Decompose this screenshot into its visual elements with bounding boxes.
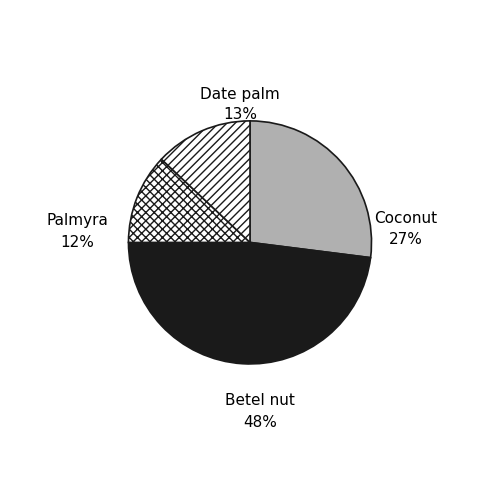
Wedge shape — [128, 159, 250, 243]
Wedge shape — [250, 121, 372, 257]
Text: 48%: 48% — [243, 415, 276, 430]
Text: 13%: 13% — [224, 107, 258, 122]
Text: 27%: 27% — [388, 233, 422, 248]
Text: 12%: 12% — [60, 235, 94, 250]
Text: Coconut: Coconut — [374, 211, 437, 226]
Wedge shape — [162, 121, 250, 243]
Text: Betel nut: Betel nut — [225, 393, 294, 408]
Text: Palmyra: Palmyra — [46, 213, 108, 228]
Text: Date palm: Date palm — [200, 86, 280, 102]
Wedge shape — [128, 243, 370, 364]
